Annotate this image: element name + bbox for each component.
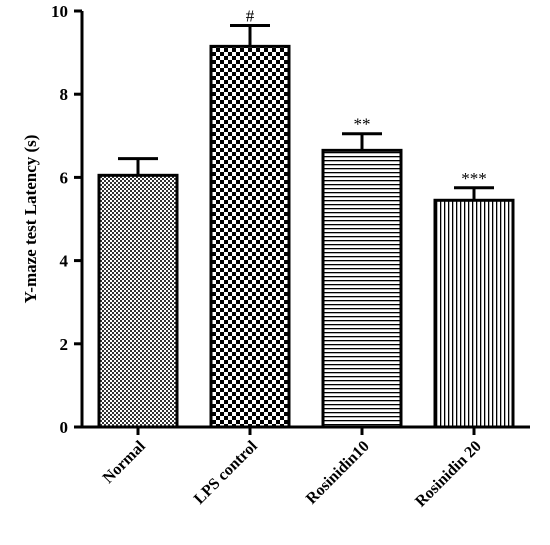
category-label-3: Rosinidin10 <box>303 438 373 508</box>
y-tick-label: 8 <box>60 85 69 104</box>
y-tick-label: 10 <box>51 2 68 21</box>
category-label-4: Rosinidin 20 <box>412 438 485 511</box>
category-label-2: LPS control <box>191 437 261 507</box>
y-axis-label: Y-maze test Latency (s) <box>21 135 40 304</box>
significance-label-4: *** <box>461 169 487 188</box>
significance-label-3: ** <box>354 115 371 134</box>
significance-label-2: # <box>246 7 255 26</box>
y-tick-label: 6 <box>60 168 69 187</box>
y-tick-label: 2 <box>60 335 69 354</box>
bar-2 <box>209 44 291 429</box>
bar-1 <box>97 173 179 429</box>
y-tick-label: 4 <box>60 252 69 271</box>
bar-3 <box>321 148 403 429</box>
bar-4 <box>433 198 515 429</box>
y-tick-label: 0 <box>60 418 69 437</box>
category-label-1: Normal <box>100 437 149 486</box>
